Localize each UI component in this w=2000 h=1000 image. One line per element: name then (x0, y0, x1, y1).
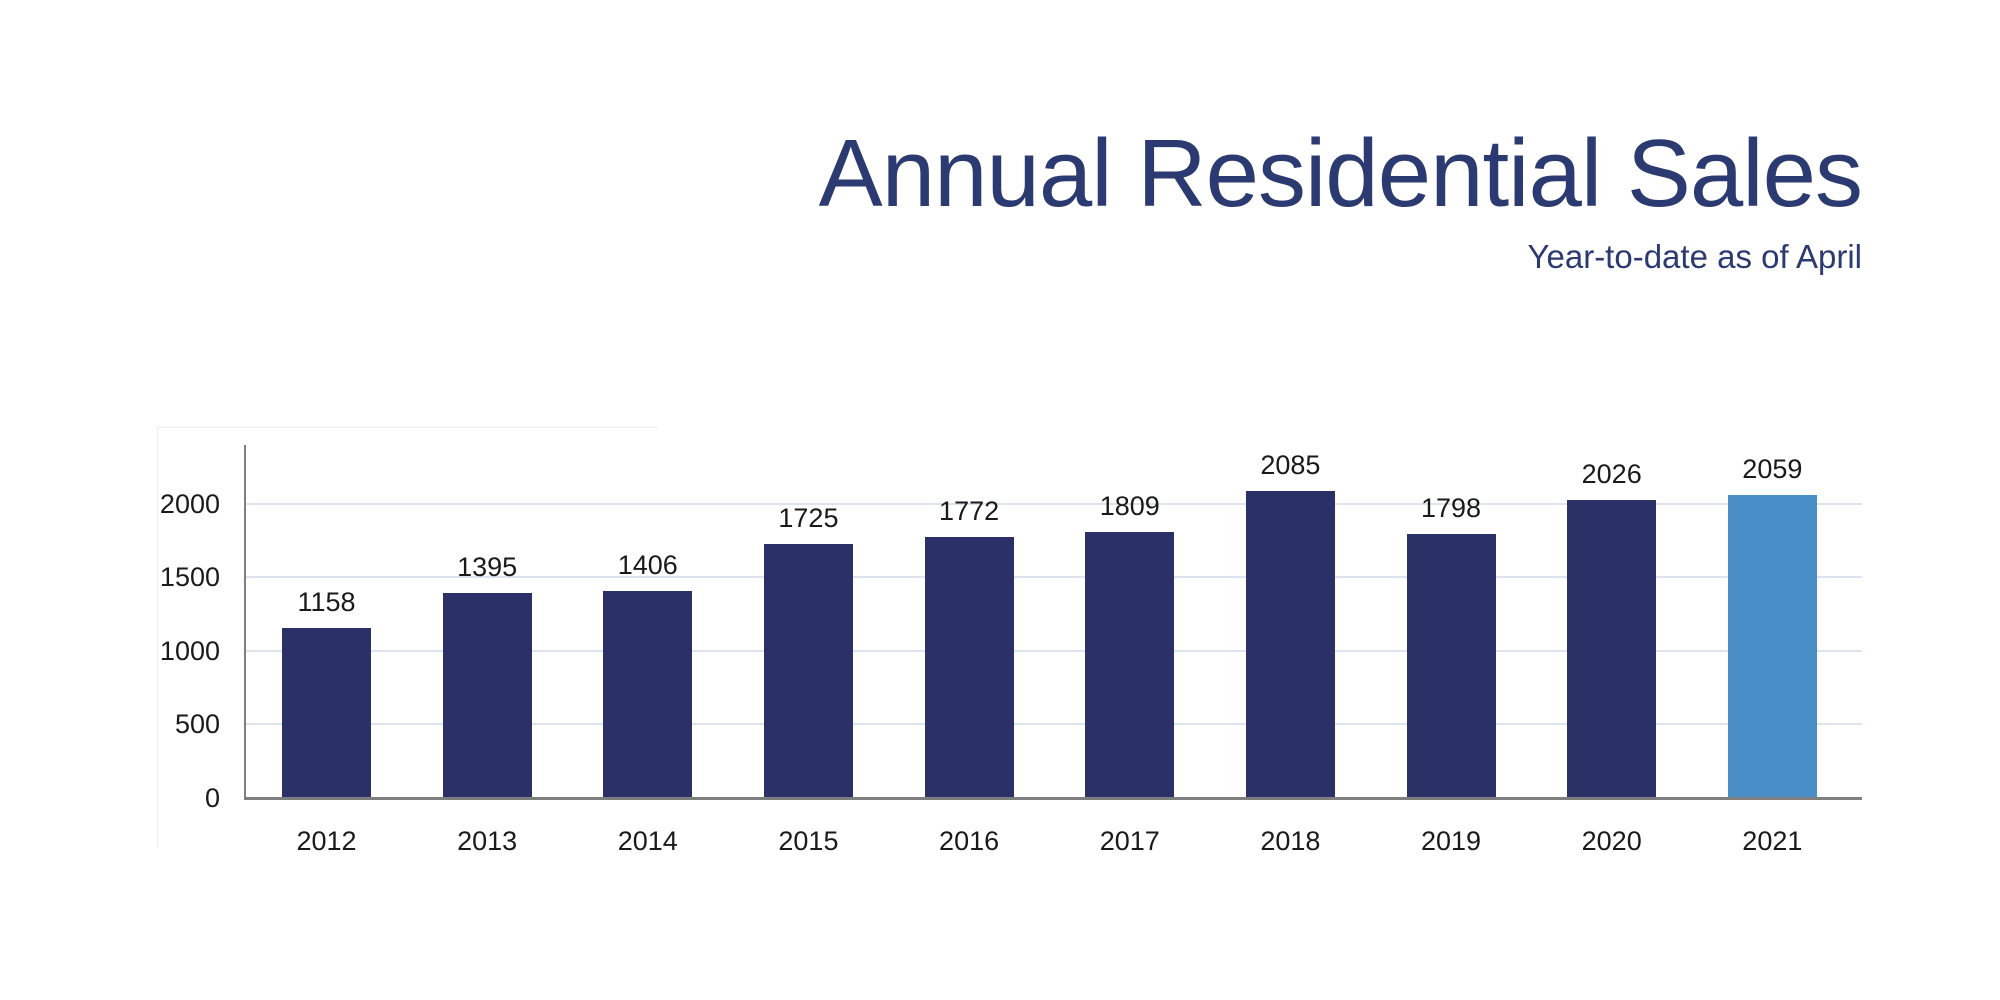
bar-2018 (1245, 491, 1335, 798)
bar-value-label: 1809 (1099, 490, 1160, 521)
bar-value-label: 1772 (939, 496, 1000, 527)
x-tick-label: 2014 (617, 826, 678, 856)
chart-header: Annual Residential Sales Year-to-date as… (818, 120, 1863, 276)
y-tick-label: 2000 (159, 488, 220, 519)
bar-2013 (442, 592, 532, 798)
bar-2015 (763, 544, 853, 798)
x-tick-label: 2018 (1260, 826, 1321, 856)
x-tick-label: 2021 (1742, 826, 1803, 856)
bar-2021 (1727, 495, 1817, 798)
x-tick-label: 2019 (1421, 826, 1482, 856)
bar-2019 (1406, 533, 1496, 798)
chart-title: Annual Residential Sales (818, 120, 1863, 227)
bar-2016 (924, 537, 1014, 798)
x-tick-label: 2016 (939, 826, 1000, 856)
x-tick-label: 2017 (1099, 826, 1160, 856)
bar-value-label: 2059 (1742, 454, 1803, 485)
y-tick-label: 500 (174, 709, 220, 740)
bar-value-label: 1798 (1421, 492, 1482, 523)
bar-value-label: 1725 (778, 503, 839, 534)
x-axis-line (244, 797, 1862, 800)
x-tick-label: 2013 (457, 826, 518, 856)
x-tick-label: 2012 (296, 826, 357, 856)
y-tick-label: 1500 (159, 562, 220, 593)
bar-2012 (282, 627, 371, 798)
gridline (244, 649, 1862, 652)
bar-value-label: 2026 (1581, 459, 1642, 489)
bar-value-label: 1406 (617, 550, 678, 581)
y-axis-line (244, 445, 246, 798)
y-tick-label: 0 (204, 783, 220, 813)
y-tick-label: 1000 (159, 635, 220, 666)
gridline (244, 502, 1862, 505)
gridline (244, 576, 1862, 579)
x-tick-label: 2015 (778, 826, 839, 856)
bar-value-label: 2085 (1260, 450, 1321, 481)
bar-value-label: 1158 (297, 586, 356, 617)
chart-frame-border (157, 427, 658, 846)
bar-2014 (603, 591, 693, 798)
bar-2017 (1085, 531, 1175, 798)
gridline (244, 723, 1862, 726)
bar-value-label: 1395 (457, 551, 518, 582)
x-tick-label: 2020 (1581, 826, 1642, 856)
chart-subtitle: Year-to-date as of April (1527, 238, 1862, 275)
bar-2020 (1567, 500, 1657, 798)
